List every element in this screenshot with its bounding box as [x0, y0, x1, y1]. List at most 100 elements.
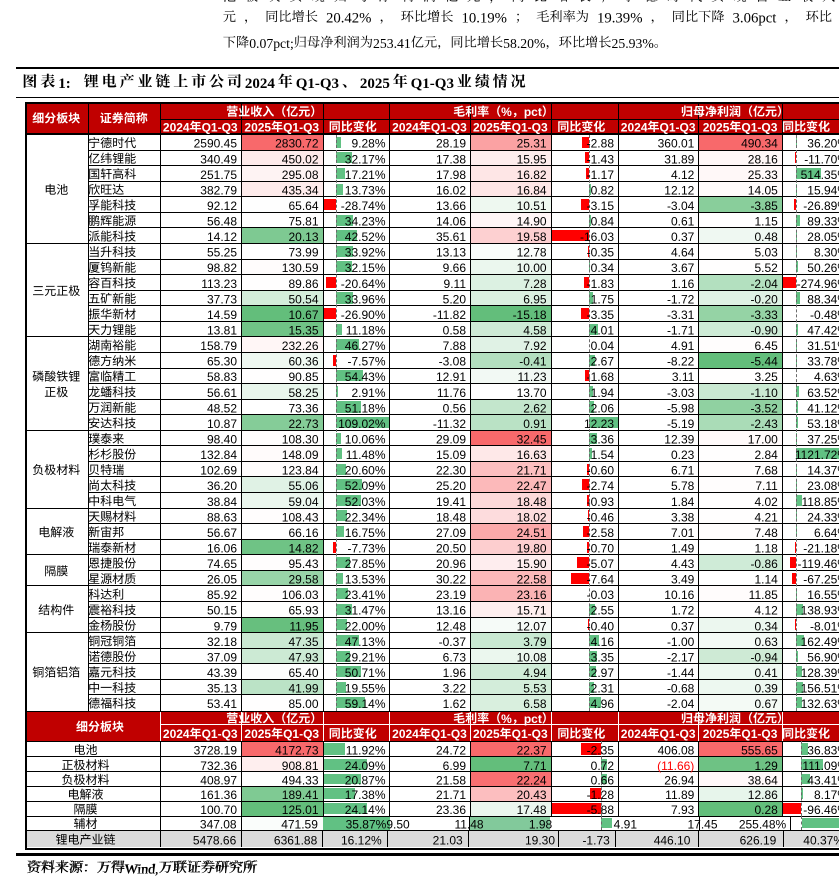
svg-text:12.07: 12.07 [517, 619, 547, 633]
svg-text:-1.83: -1.83 [587, 277, 615, 291]
svg-text:156.51%: 156.51% [801, 682, 839, 696]
svg-text:47.35: 47.35 [288, 635, 318, 649]
svg-text:-3.52: -3.52 [750, 401, 778, 415]
svg-text:-7.73%: -7.73% [347, 541, 385, 555]
svg-text:47.13%: 47.13% [345, 635, 386, 649]
svg-text:4.63%: 4.63% [814, 370, 839, 384]
svg-text:58.83: 58.83 [207, 370, 237, 384]
svg-text:37.09: 37.09 [207, 650, 237, 664]
svg-text:7.93: 7.93 [671, 803, 695, 817]
svg-text:2.06: 2.06 [591, 401, 615, 415]
svg-text:3728.19: 3728.19 [194, 744, 238, 758]
svg-text:13.66: 13.66 [436, 199, 466, 213]
svg-text:251.75: 251.75 [200, 168, 237, 182]
svg-text:-5.19: -5.19 [667, 417, 695, 431]
svg-text:-0.20: -0.20 [750, 292, 778, 306]
svg-text:46.27%: 46.27% [345, 339, 386, 353]
svg-text:-0.60: -0.60 [587, 464, 615, 478]
svg-text:13.53%: 13.53% [345, 573, 386, 587]
svg-text:55.25: 55.25 [207, 246, 237, 260]
svg-text:75.81: 75.81 [288, 215, 318, 229]
svg-text:4.91: 4.91 [614, 818, 638, 832]
svg-text:98.40: 98.40 [207, 432, 237, 446]
svg-text:16.06: 16.06 [207, 541, 237, 555]
svg-text:-274.96%: -274.96% [797, 277, 839, 291]
svg-text:0.34: 0.34 [591, 261, 615, 275]
svg-text:12.86: 12.86 [748, 788, 778, 802]
svg-text:-0.70: -0.70 [587, 541, 615, 555]
svg-text:54.43%: 54.43% [345, 370, 386, 384]
svg-text:1.62: 1.62 [443, 697, 467, 711]
svg-text:-8.01%: -8.01% [810, 619, 839, 633]
svg-text:16.55%: 16.55% [807, 588, 839, 602]
svg-text:-7.64: -7.64 [587, 573, 615, 587]
svg-text:1.49: 1.49 [671, 541, 695, 555]
svg-text:23.36: 23.36 [436, 803, 466, 817]
svg-text:-3.31: -3.31 [667, 308, 695, 322]
svg-text:19.30: 19.30 [525, 833, 555, 847]
svg-text:Q1-Q3: Q1-Q3 [431, 120, 467, 134]
svg-text:10.87: 10.87 [207, 417, 237, 431]
svg-text:-0.03: -0.03 [587, 588, 615, 602]
svg-text:295.08: 295.08 [282, 168, 319, 182]
svg-text:98.82: 98.82 [207, 261, 237, 275]
svg-text:102.69: 102.69 [200, 464, 237, 478]
svg-text:9.66: 9.66 [443, 261, 467, 275]
svg-text:8.17%: 8.17% [814, 788, 839, 802]
svg-text:5.20: 5.20 [443, 292, 467, 306]
svg-text:50.54: 50.54 [288, 292, 318, 306]
svg-text:10.51: 10.51 [517, 199, 547, 213]
svg-text:14.59: 14.59 [207, 308, 237, 322]
svg-text:56.61: 56.61 [207, 386, 237, 400]
svg-text:11.85: 11.85 [749, 588, 778, 602]
svg-text:85.92: 85.92 [207, 588, 237, 602]
svg-text:10.67: 10.67 [288, 308, 318, 322]
svg-text:58.20%: 58.20% [503, 36, 545, 51]
svg-text:4.12: 4.12 [671, 168, 695, 182]
svg-text:-5.07: -5.07 [587, 557, 615, 571]
svg-text:6361.88: 6361.88 [274, 833, 318, 847]
svg-text:1.54: 1.54 [591, 448, 615, 462]
svg-text:Q1-Q3: Q1-Q3 [283, 727, 319, 741]
svg-text:24.33%: 24.33% [807, 510, 839, 524]
svg-text:-0.86: -0.86 [750, 557, 778, 571]
svg-text:494.33: 494.33 [282, 773, 319, 787]
svg-text:15.95: 15.95 [517, 152, 547, 166]
svg-text:65.40: 65.40 [288, 666, 318, 680]
svg-text:17.38: 17.38 [436, 152, 466, 166]
svg-text:33.78%: 33.78% [807, 355, 839, 369]
svg-text:255.48%: 255.48% [739, 818, 787, 832]
svg-text:-1.44: -1.44 [667, 666, 695, 680]
svg-text:-0.40: -0.40 [587, 619, 615, 633]
svg-text:-2.17: -2.17 [667, 650, 695, 664]
svg-text:13.81: 13.81 [207, 324, 237, 338]
svg-text:13.73%: 13.73% [345, 183, 386, 197]
svg-text:0.37: 0.37 [671, 619, 695, 633]
svg-text:2.31: 2.31 [591, 682, 615, 696]
svg-text:%: % [501, 712, 512, 726]
svg-text:2025: 2025 [244, 120, 271, 134]
svg-text:20.60%: 20.60% [345, 464, 386, 478]
svg-text:-28.74%: -28.74% [341, 199, 386, 213]
svg-text:53.41: 53.41 [207, 697, 237, 711]
svg-text:15.09: 15.09 [436, 448, 466, 462]
svg-text:2830.72: 2830.72 [275, 137, 319, 151]
svg-text:Q1-Q3: Q1-Q3 [202, 120, 238, 134]
svg-text:59.04: 59.04 [288, 495, 318, 509]
svg-text:732.36: 732.36 [200, 759, 237, 773]
svg-text:26.94: 26.94 [664, 773, 694, 787]
svg-text:108.43: 108.43 [282, 510, 319, 524]
svg-text:38.84: 38.84 [207, 495, 237, 509]
svg-text:1.14: 1.14 [754, 573, 778, 587]
svg-text:6.73: 6.73 [443, 650, 467, 664]
svg-text:340.49: 340.49 [200, 152, 237, 166]
svg-text:%: % [501, 105, 512, 119]
svg-text:0.67: 0.67 [754, 697, 778, 711]
svg-text:1.15: 1.15 [754, 215, 778, 229]
svg-text:24.51: 24.51 [517, 526, 547, 540]
svg-text:108.30: 108.30 [282, 432, 319, 446]
svg-text:1.98: 1.98 [529, 818, 553, 832]
svg-text:-1.28: -1.28 [587, 788, 615, 802]
svg-text:20.96: 20.96 [436, 557, 466, 571]
svg-text:-3.03: -3.03 [667, 386, 695, 400]
